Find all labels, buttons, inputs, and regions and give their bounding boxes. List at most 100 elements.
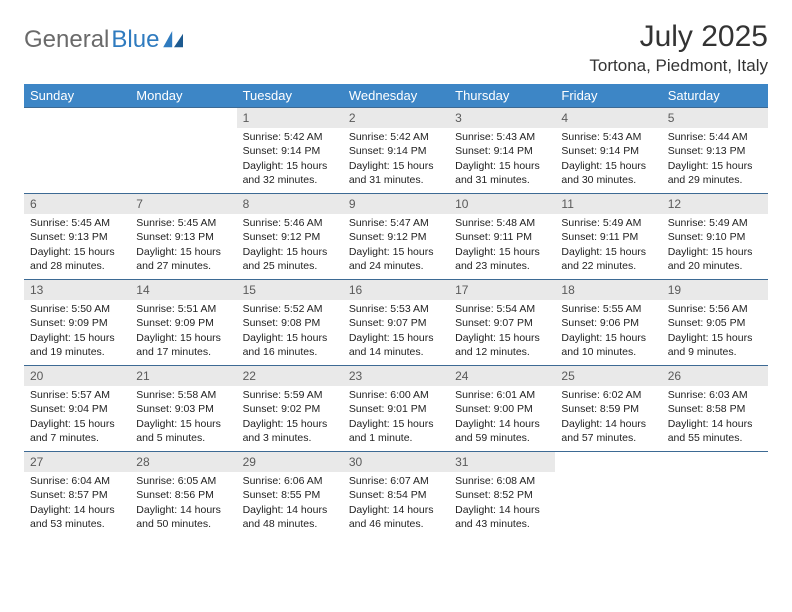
day-content: Sunrise: 5:56 AMSunset: 9:05 PMDaylight:… bbox=[662, 300, 768, 363]
sunset-text: Sunset: 9:08 PM bbox=[243, 316, 337, 330]
daylight-text: Daylight: 14 hours and 53 minutes. bbox=[30, 503, 124, 531]
sunset-text: Sunset: 8:59 PM bbox=[561, 402, 655, 416]
day-number: 9 bbox=[343, 194, 449, 214]
logo-text-part2: Blue bbox=[111, 26, 159, 54]
calendar-cell: 29Sunrise: 6:06 AMSunset: 8:55 PMDayligh… bbox=[237, 452, 343, 538]
calendar-cell: 9Sunrise: 5:47 AMSunset: 9:12 PMDaylight… bbox=[343, 194, 449, 280]
day-number: 16 bbox=[343, 280, 449, 300]
day-content: Sunrise: 5:57 AMSunset: 9:04 PMDaylight:… bbox=[24, 386, 130, 449]
day-number: 15 bbox=[237, 280, 343, 300]
sunrise-text: Sunrise: 5:45 AM bbox=[136, 216, 230, 230]
day-number: 4 bbox=[555, 108, 661, 128]
day-number: 5 bbox=[662, 108, 768, 128]
daylight-text: Daylight: 15 hours and 20 minutes. bbox=[668, 245, 762, 273]
day-content: Sunrise: 5:43 AMSunset: 9:14 PMDaylight:… bbox=[449, 128, 555, 191]
daylight-text: Daylight: 14 hours and 50 minutes. bbox=[136, 503, 230, 531]
day-number: 23 bbox=[343, 366, 449, 386]
month-title: July 2025 bbox=[589, 20, 768, 54]
day-content: Sunrise: 5:43 AMSunset: 9:14 PMDaylight:… bbox=[555, 128, 661, 191]
weekday-saturday: Saturday bbox=[662, 84, 768, 108]
sunrise-text: Sunrise: 5:51 AM bbox=[136, 302, 230, 316]
daylight-text: Daylight: 15 hours and 28 minutes. bbox=[30, 245, 124, 273]
calendar-cell: 31Sunrise: 6:08 AMSunset: 8:52 PMDayligh… bbox=[449, 452, 555, 538]
day-content: Sunrise: 5:50 AMSunset: 9:09 PMDaylight:… bbox=[24, 300, 130, 363]
calendar-cell bbox=[662, 452, 768, 538]
day-number: 6 bbox=[24, 194, 130, 214]
day-number: 25 bbox=[555, 366, 661, 386]
sunset-text: Sunset: 9:09 PM bbox=[30, 316, 124, 330]
calendar-row: 6Sunrise: 5:45 AMSunset: 9:13 PMDaylight… bbox=[24, 194, 768, 280]
daylight-text: Daylight: 14 hours and 43 minutes. bbox=[455, 503, 549, 531]
day-content: Sunrise: 5:59 AMSunset: 9:02 PMDaylight:… bbox=[237, 386, 343, 449]
sunrise-text: Sunrise: 5:45 AM bbox=[30, 216, 124, 230]
calendar-cell: 6 Sunrise: 5:45 AMSunset: 9:13 PMDaylight… bbox=[24, 194, 130, 280]
daylight-text: Daylight: 15 hours and 14 minutes. bbox=[349, 331, 443, 359]
weekday-header-row: Sunday Monday Tuesday Wednesday Thursday… bbox=[24, 84, 768, 108]
sunset-text: Sunset: 9:14 PM bbox=[349, 144, 443, 158]
weekday-wednesday: Wednesday bbox=[343, 84, 449, 108]
daylight-text: Daylight: 15 hours and 1 minute. bbox=[349, 417, 443, 445]
daylight-text: Daylight: 15 hours and 7 minutes. bbox=[30, 417, 124, 445]
calendar-row: 1Sunrise: 5:42 AMSunset: 9:14 PMDaylight… bbox=[24, 108, 768, 194]
sunset-text: Sunset: 9:14 PM bbox=[243, 144, 337, 158]
sunset-text: Sunset: 9:01 PM bbox=[349, 402, 443, 416]
sunrise-text: Sunrise: 5:58 AM bbox=[136, 388, 230, 402]
logo: GeneralBlue bbox=[24, 20, 185, 54]
sunrise-text: Sunrise: 5:52 AM bbox=[243, 302, 337, 316]
sunrise-text: Sunrise: 5:59 AM bbox=[243, 388, 337, 402]
calendar-cell: 4Sunrise: 5:43 AMSunset: 9:14 PMDaylight… bbox=[555, 108, 661, 194]
sunrise-text: Sunrise: 5:53 AM bbox=[349, 302, 443, 316]
day-number: 22 bbox=[237, 366, 343, 386]
day-number: 3 bbox=[449, 108, 555, 128]
day-content: Sunrise: 6:00 AMSunset: 9:01 PMDaylight:… bbox=[343, 386, 449, 449]
sunset-text: Sunset: 9:10 PM bbox=[668, 230, 762, 244]
daylight-text: Daylight: 15 hours and 3 minutes. bbox=[243, 417, 337, 445]
day-content: Sunrise: 6:04 AMSunset: 8:57 PMDaylight:… bbox=[24, 472, 130, 535]
sunrise-text: Sunrise: 5:42 AM bbox=[243, 130, 337, 144]
day-number: 7 bbox=[130, 194, 236, 214]
weekday-friday: Friday bbox=[555, 84, 661, 108]
day-content: Sunrise: 6:03 AMSunset: 8:58 PMDaylight:… bbox=[662, 386, 768, 449]
day-number: 24 bbox=[449, 366, 555, 386]
sunrise-text: Sunrise: 5:55 AM bbox=[561, 302, 655, 316]
sunrise-text: Sunrise: 6:07 AM bbox=[349, 474, 443, 488]
sunrise-text: Sunrise: 5:50 AM bbox=[30, 302, 124, 316]
day-content: Sunrise: 6:01 AMSunset: 9:00 PMDaylight:… bbox=[449, 386, 555, 449]
daylight-text: Daylight: 14 hours and 46 minutes. bbox=[349, 503, 443, 531]
calendar-cell: 23Sunrise: 6:00 AMSunset: 9:01 PMDayligh… bbox=[343, 366, 449, 452]
calendar-cell: 2Sunrise: 5:42 AMSunset: 9:14 PMDaylight… bbox=[343, 108, 449, 194]
sunset-text: Sunset: 9:06 PM bbox=[561, 316, 655, 330]
calendar-row: 27Sunrise: 6:04 AMSunset: 8:57 PMDayligh… bbox=[24, 452, 768, 538]
sunrise-text: Sunrise: 5:43 AM bbox=[455, 130, 549, 144]
calendar-cell: 21Sunrise: 5:58 AMSunset: 9:03 PMDayligh… bbox=[130, 366, 236, 452]
calendar-cell: 27Sunrise: 6:04 AMSunset: 8:57 PMDayligh… bbox=[24, 452, 130, 538]
calendar-cell: 28Sunrise: 6:05 AMSunset: 8:56 PMDayligh… bbox=[130, 452, 236, 538]
sunset-text: Sunset: 9:13 PM bbox=[136, 230, 230, 244]
sunset-text: Sunset: 9:00 PM bbox=[455, 402, 549, 416]
calendar-cell: 12Sunrise: 5:49 AMSunset: 9:10 PMDayligh… bbox=[662, 194, 768, 280]
day-content: Sunrise: 6:08 AMSunset: 8:52 PMDaylight:… bbox=[449, 472, 555, 535]
header: GeneralBlue July 2025 Tortona, Piedmont,… bbox=[24, 20, 768, 76]
sunset-text: Sunset: 9:07 PM bbox=[455, 316, 549, 330]
calendar-cell: 22Sunrise: 5:59 AMSunset: 9:02 PMDayligh… bbox=[237, 366, 343, 452]
sunrise-text: Sunrise: 5:54 AM bbox=[455, 302, 549, 316]
daylight-text: Daylight: 15 hours and 31 minutes. bbox=[349, 159, 443, 187]
day-number: 10 bbox=[449, 194, 555, 214]
calendar-cell: 18Sunrise: 5:55 AMSunset: 9:06 PMDayligh… bbox=[555, 280, 661, 366]
sunset-text: Sunset: 8:58 PM bbox=[668, 402, 762, 416]
day-content: Sunrise: 5:55 AMSunset: 9:06 PMDaylight:… bbox=[555, 300, 661, 363]
logo-sail-icon bbox=[163, 31, 185, 49]
sunrise-text: Sunrise: 6:01 AM bbox=[455, 388, 549, 402]
calendar-cell: 20Sunrise: 5:57 AMSunset: 9:04 PMDayligh… bbox=[24, 366, 130, 452]
day-content: Sunrise: 5:45 AMSunset: 9:13 PMDaylight:… bbox=[130, 214, 236, 277]
calendar-cell: 17Sunrise: 5:54 AMSunset: 9:07 PMDayligh… bbox=[449, 280, 555, 366]
sunset-text: Sunset: 9:13 PM bbox=[30, 230, 124, 244]
daylight-text: Daylight: 15 hours and 9 minutes. bbox=[668, 331, 762, 359]
sunrise-text: Sunrise: 6:06 AM bbox=[243, 474, 337, 488]
sunset-text: Sunset: 9:09 PM bbox=[136, 316, 230, 330]
calendar-cell: 11Sunrise: 5:49 AMSunset: 9:11 PMDayligh… bbox=[555, 194, 661, 280]
day-number: 27 bbox=[24, 452, 130, 472]
sunset-text: Sunset: 8:57 PM bbox=[30, 488, 124, 502]
weekday-tuesday: Tuesday bbox=[237, 84, 343, 108]
day-number: 26 bbox=[662, 366, 768, 386]
